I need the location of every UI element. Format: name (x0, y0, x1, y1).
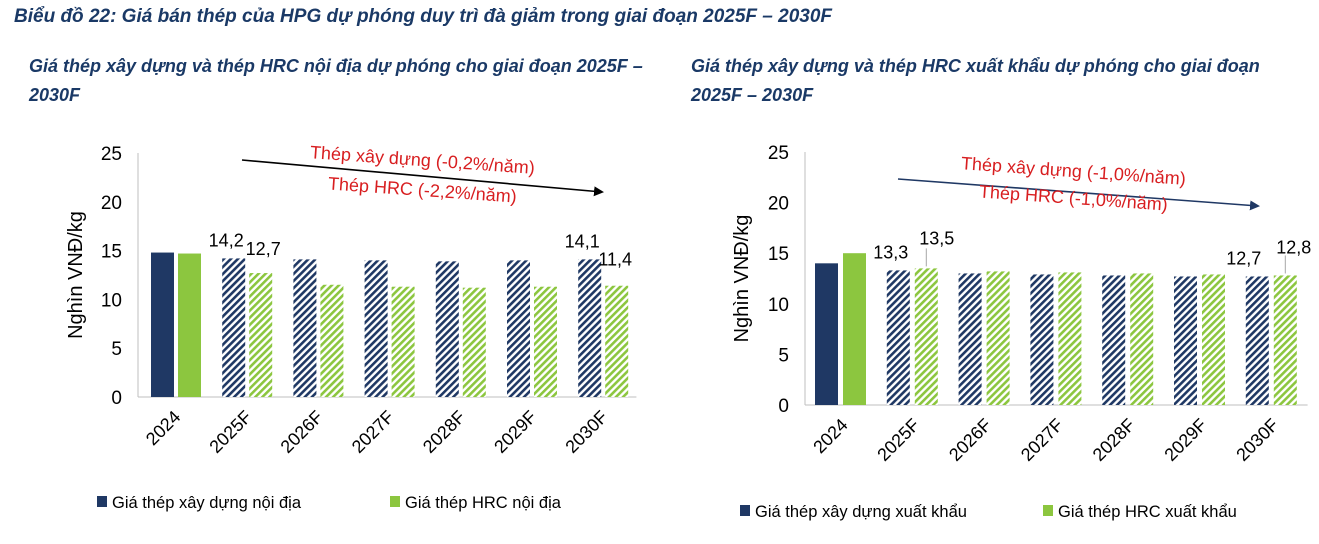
y-tick-label: 25 (101, 144, 122, 165)
trend-annotation: Thép xây dựng (-0,2%/năm) (309, 142, 535, 178)
x-tick-label: 2024 (142, 407, 184, 449)
bar-construction-2028f (435, 261, 459, 397)
bar-hrc-2024 (843, 253, 866, 405)
x-tick-label: 2027F (348, 407, 398, 457)
x-tick-label: 2024 (809, 415, 851, 457)
legend-swatch (740, 505, 750, 516)
bar-hrc-2026f (320, 284, 344, 397)
trend-arrow (897, 178, 1260, 211)
x-tick-label: 2030F (561, 407, 611, 457)
y-tick-label: 5 (111, 339, 122, 360)
bar-construction-2029f (507, 260, 530, 397)
x-tick-label: 2029F (490, 407, 540, 457)
data-label: 13,3 (873, 242, 908, 262)
y-tick-label: 20 (768, 194, 789, 215)
bar-construction-2024 (151, 252, 174, 397)
bar-hrc-2028f (462, 287, 486, 397)
y-axis-label: Nghìn VNĐ/kg (65, 211, 87, 339)
x-tick-label: 2026F (277, 407, 327, 457)
y-tick-label: 10 (768, 295, 789, 316)
bar-hrc-2030f (1273, 275, 1297, 405)
data-label: 11,4 (598, 250, 632, 270)
trend-annotation: Thép HRC (-2,2%/năm) (327, 173, 517, 206)
y-tick-label: 20 (101, 193, 122, 214)
x-tick-label: 2027F (1017, 415, 1067, 465)
y-tick-label: 15 (768, 244, 789, 265)
bar-construction-2024 (815, 263, 838, 405)
x-tick-label: 2025F (205, 407, 255, 457)
legend-swatch (1043, 505, 1053, 516)
bar-construction-2026f (293, 259, 317, 397)
x-tick-label: 2025F (873, 415, 923, 465)
legend-label: Giá thép xây dựng nội địa (112, 494, 302, 512)
bar-construction-2030f (1245, 276, 1269, 405)
bar-construction-2028f (1102, 275, 1126, 405)
x-tick-label: 2026F (945, 415, 995, 465)
bar-construction-2025f (886, 270, 910, 405)
bar-hrc-2030f (605, 285, 629, 397)
legend-label: Giá thép HRC nội địa (405, 494, 562, 512)
left-chart-title: Giá thép xây dựng và thép HRC nội địa dự… (29, 56, 643, 105)
bar-hrc-2025f (249, 273, 273, 397)
x-tick-label: 2028F (419, 407, 469, 457)
legend-swatch (390, 496, 400, 507)
right-chart-title: Giá thép xây dựng và thép HRC xuất khẩu … (691, 56, 1260, 105)
bar-construction-2029f (1174, 276, 1197, 405)
data-label: 14,2 (209, 230, 244, 250)
bar-hrc-2027f (1058, 272, 1082, 405)
y-tick-label: 0 (778, 396, 789, 417)
y-tick-label: 15 (101, 242, 122, 263)
y-axis-label: Nghìn VNĐ/kg (731, 215, 753, 343)
trend-annotation: Thép HRC (-1,0%/năm) (978, 181, 1168, 214)
data-label: 12,7 (1226, 248, 1261, 268)
legend-swatch (97, 496, 107, 507)
bar-construction-2025f (222, 258, 246, 397)
y-tick-label: 25 (768, 143, 789, 164)
bar-hrc-2026f (986, 271, 1010, 405)
bar-hrc-2027f (391, 286, 415, 397)
legend-label: Giá thép HRC xuất khẩu (1058, 503, 1237, 521)
bar-construction-2026f (958, 273, 982, 405)
bar-construction-2027f (1030, 274, 1054, 405)
data-label: 13,5 (919, 228, 954, 248)
x-tick-label: 2029F (1160, 415, 1210, 465)
bar-hrc-2029f (1202, 274, 1225, 405)
bar-hrc-2028f (1130, 273, 1154, 405)
main-title: Biểu đồ 22: Giá bán thép của HPG dự phón… (14, 6, 833, 27)
data-label: 12,7 (246, 239, 281, 259)
y-tick-label: 5 (778, 345, 789, 366)
left-chart: 0 5 10 15 20 25 Nghìn VNĐ/kg 2024 14,2 12,7 2025F 2… (65, 142, 637, 512)
data-label: 12,8 (1276, 237, 1311, 257)
trend-arrow (241, 159, 604, 197)
bar-hrc-2024 (178, 253, 201, 397)
x-tick-label: 2030F (1232, 415, 1282, 465)
legend-label: Giá thép xây dựng xuất khẩu (755, 503, 967, 521)
bar-construction-2027f (364, 260, 388, 397)
bar-hrc-2025f (914, 268, 938, 405)
bar-construction-2030f (578, 259, 602, 397)
right-chart: 0 5 10 15 20 25 Nghìn VNĐ/kg 2024 13,3 13,5 2025F 2… (731, 143, 1311, 521)
x-tick-label: 2028F (1089, 415, 1139, 465)
data-label: 14,1 (565, 231, 600, 251)
y-tick-label: 10 (101, 290, 122, 311)
bar-hrc-2029f (534, 286, 557, 397)
y-tick-label: 0 (111, 388, 122, 409)
